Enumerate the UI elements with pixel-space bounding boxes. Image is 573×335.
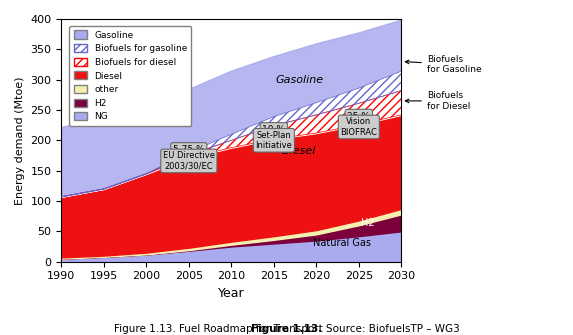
Polygon shape <box>61 71 401 197</box>
Text: Natural Gas: Natural Gas <box>313 238 371 248</box>
Text: 5.75 %: 5.75 % <box>173 145 205 154</box>
Polygon shape <box>61 90 401 197</box>
Text: 10 %: 10 % <box>262 125 285 134</box>
Text: Biofuels
for Diesel: Biofuels for Diesel <box>405 91 470 111</box>
Legend: Gasoline, Biofuels for gasoline, Biofuels for diesel, Diesel, other, H2, NG: Gasoline, Biofuels for gasoline, Biofuel… <box>69 26 191 126</box>
Text: Gasoline: Gasoline <box>275 75 323 85</box>
Text: Figure 1.13.: Figure 1.13. <box>251 324 322 334</box>
Text: Biofuels
for Gasoline: Biofuels for Gasoline <box>405 55 481 74</box>
Text: Set-Plan
Initiative: Set-Plan Initiative <box>256 131 292 150</box>
Text: Vision
BIOFRAC: Vision BIOFRAC <box>340 117 377 137</box>
X-axis label: Year: Year <box>218 287 245 300</box>
Text: Diesel: Diesel <box>282 146 316 156</box>
Y-axis label: Energy demand (Mtoe): Energy demand (Mtoe) <box>15 76 25 205</box>
Text: EU Directive
2003/30/EC: EU Directive 2003/30/EC <box>163 151 215 171</box>
Text: Figure 1.13. Fuel Roadmap for Transport Source: BiofuelsTP – WG3: Figure 1.13. Fuel Roadmap for Transport … <box>113 324 460 334</box>
Text: 25 %: 25 % <box>347 112 370 121</box>
Text: H2: H2 <box>360 218 374 228</box>
